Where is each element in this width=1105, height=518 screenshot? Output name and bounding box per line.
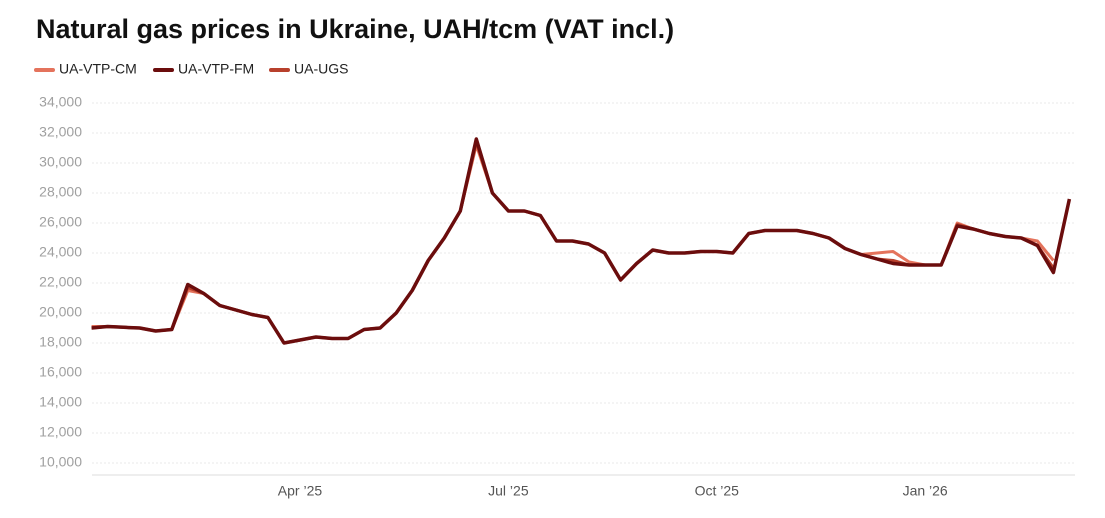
y-tick-label: 18,000 [39, 334, 82, 350]
y-tick-label: 24,000 [39, 244, 82, 260]
legend-label: UA-VTP-CM [59, 61, 137, 77]
y-tick-label: 26,000 [39, 214, 82, 230]
legend-label: UA-VTP-FM [178, 61, 254, 77]
y-tick-label: 14,000 [39, 394, 82, 410]
y-tick-label: 12,000 [39, 424, 82, 440]
x-tick-label: Jan ’26 [903, 483, 948, 499]
y-tick-label: 22,000 [39, 274, 82, 290]
y-tick-label: 28,000 [39, 184, 82, 200]
y-tick-label: 32,000 [39, 124, 82, 140]
y-tick-label: 20,000 [39, 304, 82, 320]
y-tick-label: 34,000 [39, 94, 82, 110]
x-tick-label: Oct ’25 [695, 483, 740, 499]
y-tick-label: 10,000 [39, 454, 82, 470]
y-tick-label: 30,000 [39, 154, 82, 170]
legend-label: UA-UGS [294, 61, 348, 77]
x-tick-label: Jul ’25 [488, 483, 529, 499]
chart-title: Natural gas prices in Ukraine, UAH/tcm (… [36, 14, 674, 44]
series-line [91, 137, 1072, 345]
x-tick-label: Apr ’25 [278, 483, 323, 499]
y-tick-label: 16,000 [39, 364, 82, 380]
